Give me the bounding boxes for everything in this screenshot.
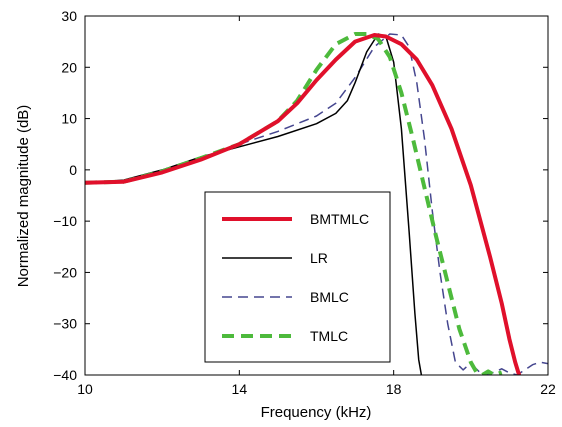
x-tick-label: 10: [77, 381, 93, 397]
y-tick-label: −30: [53, 316, 77, 332]
x-tick-label: 18: [386, 381, 402, 397]
y-tick-label: 30: [61, 8, 77, 24]
x-tick-label: 14: [232, 381, 248, 397]
series-line-bmtmlc: [85, 33, 522, 375]
series-line-bmlc: [85, 33, 548, 375]
x-axis-label: Frequency (kHz): [261, 404, 372, 421]
y-tick-label: −40: [53, 367, 77, 383]
y-tick-label: 0: [69, 162, 77, 178]
tick-layer: 10 14 18 22 −40 −30 −20 −10 0 10 20 30: [53, 8, 556, 397]
legend-label-bmtmlc: BMTMLC: [310, 211, 369, 227]
plot-frame: [84, 15, 549, 376]
series-layer: [85, 32, 548, 375]
y-tick-label: 20: [61, 59, 77, 75]
legend-label-tmlc: TMLC: [310, 328, 348, 344]
legend-label-bmlc: BMLC: [310, 289, 349, 305]
y-tick-label: −20: [53, 264, 77, 280]
y-tick-label: 10: [61, 111, 77, 127]
x-tick-label: 22: [540, 381, 556, 397]
legend-label-lr: LR: [310, 250, 328, 266]
y-tick-label: −10: [53, 213, 77, 229]
y-axis-label: Normalized magnitude (dB): [15, 105, 32, 288]
legend: BMTMLC LR BMLC TMLC: [204, 191, 391, 363]
